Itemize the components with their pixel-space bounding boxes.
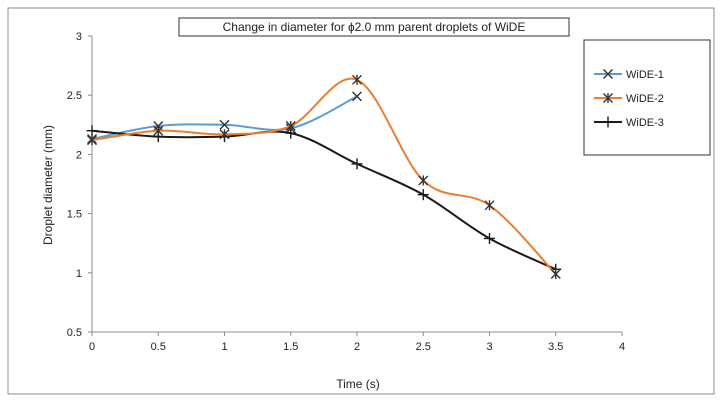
data-point-wide-3: [86, 125, 98, 137]
data-point-wide-2: [484, 200, 495, 211]
plot-area: 0 0.5 1 1.5 2 2.5 3 3.5 4 0.5 1 1.5 2 2.5 3: [67, 31, 625, 353]
marker-stroke: [352, 91, 362, 102]
legend-marker-wide-2: [603, 93, 613, 103]
data-point-wide-2: [550, 268, 561, 279]
series-line-wide-2: [91, 77, 557, 275]
x-tick-label: 2: [354, 341, 360, 353]
marker-stroke: [219, 119, 230, 130]
legend-marker-wide-1: [603, 69, 613, 79]
y-tick-label: 3: [76, 31, 82, 43]
marker-stroke: [603, 69, 613, 79]
data-point-wide-2: [285, 120, 296, 131]
legend-label-wide-3: WiDE-3: [626, 117, 664, 129]
x-tick-label: 2.5: [416, 341, 431, 353]
data-point-wide-2: [219, 129, 230, 140]
data-point-wide-3: [351, 158, 363, 170]
x-tick-label: 1.5: [283, 341, 298, 353]
x-tick-label: 3: [486, 341, 492, 353]
data-point-wide-3: [484, 232, 495, 244]
y-tick-label: 2: [76, 149, 82, 161]
data-point-wide-1: [352, 91, 362, 102]
x-tick-label: 4: [619, 341, 625, 353]
chart-title-box: [178, 17, 570, 37]
y-tick-label: 1.5: [67, 209, 82, 221]
legend-marker-wide-3: [602, 116, 614, 128]
legend-label-wide-1: WiDE-1: [626, 69, 664, 81]
x-tick-label: 1: [221, 341, 227, 353]
x-tick-label: 0: [89, 341, 95, 353]
y-tick-label: 0.5: [67, 327, 82, 339]
data-point-wide-2: [153, 125, 164, 136]
data-point-wide-1: [219, 119, 230, 130]
data-point-wide-2: [418, 175, 429, 186]
data-point-wide-2: [352, 74, 362, 85]
x-axis-label: Time (s): [336, 377, 380, 391]
data-point-wide-3: [417, 189, 429, 201]
chart-title: Change in diameter for ɸ2.0 mm parent dr…: [223, 20, 526, 34]
series-line-wide-3: [91, 129, 557, 271]
x-tick-label: 0.5: [151, 341, 166, 353]
y-axis-label: Droplet diameter (mm): [41, 125, 55, 245]
x-tick-label: 3.5: [548, 341, 563, 353]
y-tick-label: 2.5: [67, 90, 82, 102]
legend: WiDE-1 WiDE-2 WiDE-3: [583, 39, 711, 156]
data-point-wide-2: [87, 135, 97, 146]
y-tick-label: 1: [76, 268, 82, 280]
legend-label-wide-2: WiDE-2: [626, 93, 664, 105]
